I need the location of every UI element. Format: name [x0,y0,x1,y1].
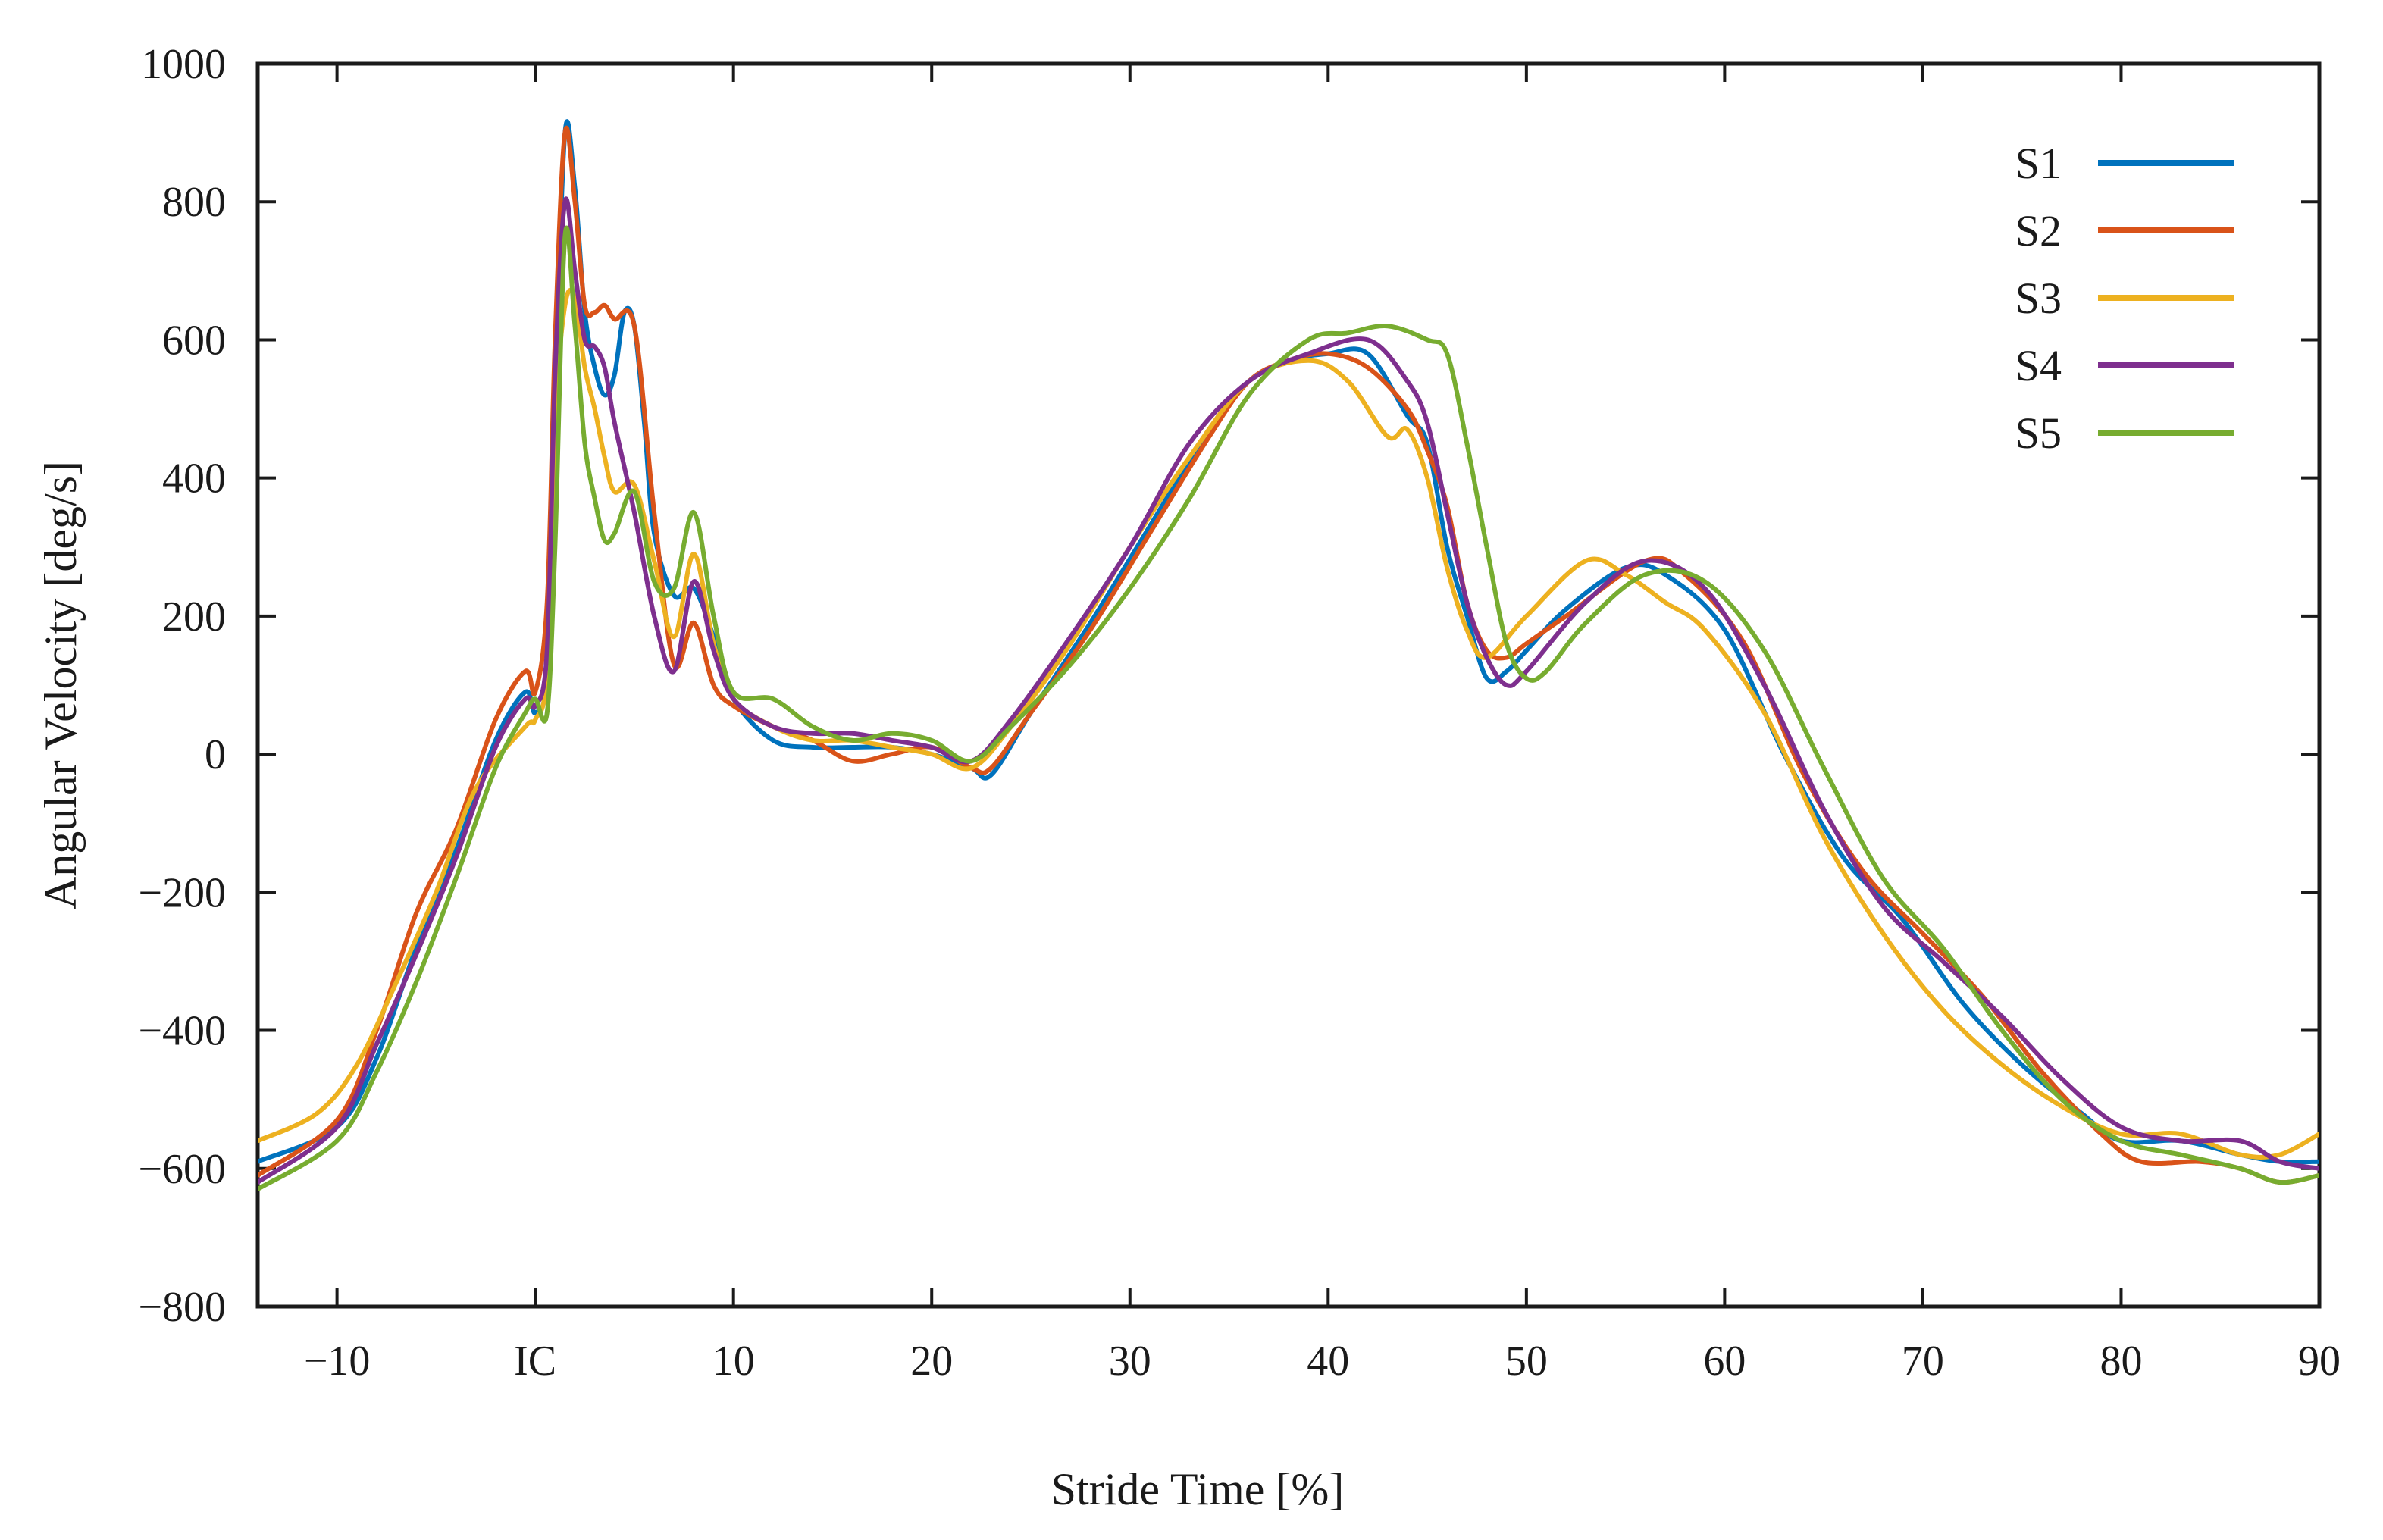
x-tick-label: 40 [1307,1338,1349,1385]
x-tick-label: 10 [712,1338,755,1385]
x-tick-label: IC [514,1338,556,1385]
legend-label-s3: S3 [2015,274,2062,323]
y-tick-label: 1000 [141,41,226,88]
legend-label-s4: S4 [2015,341,2062,390]
series-line-s1 [258,119,2319,1165]
x-tick-label: 20 [910,1338,953,1385]
y-tick-label: −800 [138,1284,226,1331]
y-tick-label: 0 [205,731,226,778]
legend-label-s2: S2 [2015,206,2062,255]
legend: S1 S2 S3 S4 S5 [2015,139,2234,458]
x-tick-label: 80 [2100,1338,2142,1385]
series-lines [258,119,2319,1192]
x-tick-label: −10 [304,1338,371,1385]
x-axis-label: Stride Time [%] [1051,1464,1345,1514]
y-tick-label: 600 [162,317,226,364]
x-tick-label: 90 [2298,1338,2341,1385]
y-tick-label: 800 [162,179,226,226]
y-tick-label: −600 [138,1146,226,1193]
y-tick-label: 400 [162,455,226,502]
y-tick-label: −200 [138,869,226,916]
x-tick-label: 50 [1505,1338,1548,1385]
series-line-s5 [258,225,2319,1192]
y-tick-label: −400 [138,1008,226,1055]
y-axis-label: Angular Velocity [deg/s] [36,461,86,909]
x-tick-label: 60 [1703,1338,1746,1385]
y-tick-label: 200 [162,593,226,640]
x-tick-label: 70 [1902,1338,1944,1385]
plot-area-frame [255,61,2322,1309]
x-tick-label: 30 [1109,1338,1151,1385]
legend-label-s1: S1 [2015,139,2062,188]
legend-label-s5: S5 [2015,408,2062,458]
y-axis-ticks: 1000 800 600 400 200 0 −200 −400 −600 −800 [138,41,2319,1331]
x-axis-ticks: −10 IC 10 20 30 40 50 60 70 80 90 [304,64,2341,1385]
